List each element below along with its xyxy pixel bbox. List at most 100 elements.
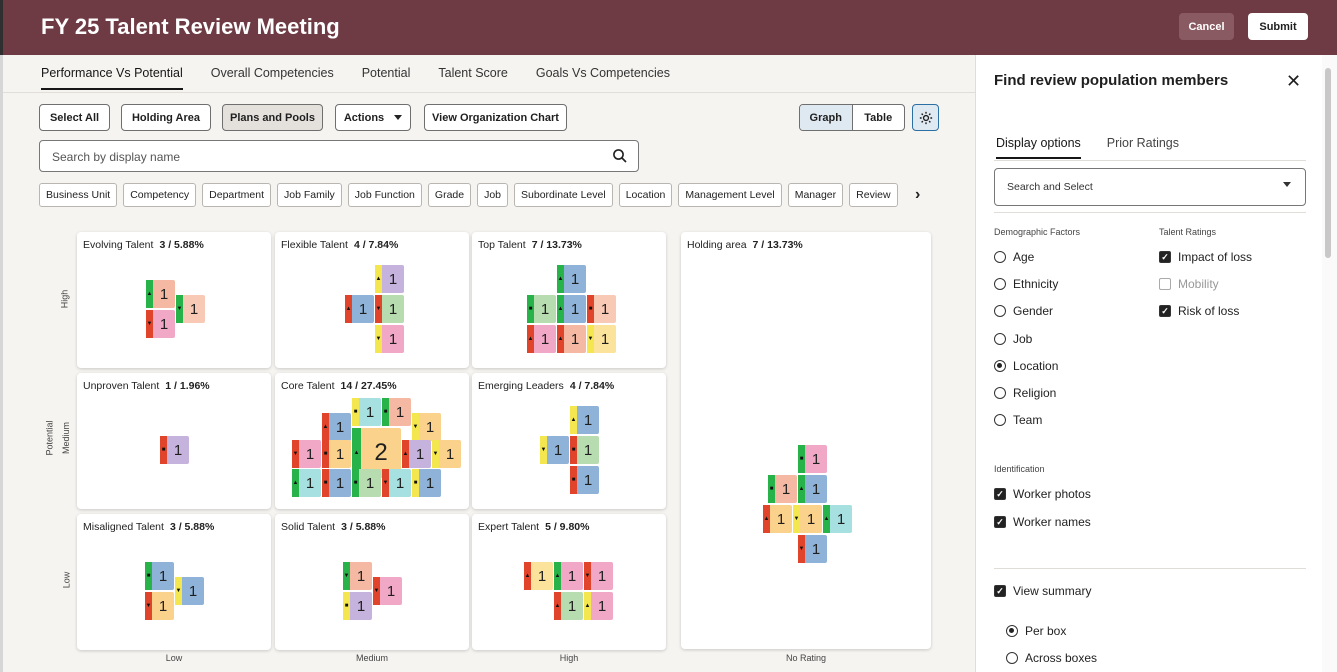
employee-tile[interactable]: ▲ 1 <box>557 325 586 353</box>
employee-tile[interactable]: ■ 1 <box>160 436 189 464</box>
tab-performance-vs-potential[interactable]: Performance Vs Potential <box>41 66 183 90</box>
identification-checkbox[interactable]: ✓ Worker names <box>994 515 1091 529</box>
identification-checkbox[interactable]: ✓ Worker photos <box>994 487 1091 501</box>
chevron-right-icon[interactable]: › <box>915 186 921 203</box>
employee-tile[interactable]: ▼ 1 <box>343 562 372 590</box>
employee-tile[interactable]: ■ 1 <box>352 398 381 426</box>
filter-chip[interactable]: Subordinate Level <box>514 183 613 207</box>
employee-tile[interactable]: ▼ 1 <box>146 310 175 338</box>
box-core-talent[interactable]: Core Talent 14 / 27.45% ■ 1 ■ 1 ▲ 1 ▼ 1 ▼ 1 ■ 1 ▲ 2 ▲ 1 ▼… <box>275 373 469 509</box>
employee-tile[interactable]: ▼ 1 <box>584 562 613 590</box>
box-top-talent[interactable]: Top Talent 7 / 13.73% ▲ 1 ■ 1 ▲ 1 ■ 1 ▲ 1 ▲ 1 ▼ 1 <box>472 232 666 368</box>
employee-tile[interactable]: ▲ 1 <box>524 562 553 590</box>
employee-tile[interactable]: ■ 1 <box>382 398 411 426</box>
tab-potential[interactable]: Potential <box>361 66 411 80</box>
tab-display-options[interactable]: Display options <box>996 136 1081 159</box>
demographic-radio-team[interactable]: Team <box>994 413 1042 427</box>
cancel-button[interactable]: Cancel <box>1179 13 1234 40</box>
employee-tile[interactable]: ▲ 1 <box>322 413 351 441</box>
employee-tile[interactable]: ▲ 1 <box>345 295 374 323</box>
employee-tile[interactable]: ▲ 1 <box>557 295 586 323</box>
close-icon[interactable]: ✕ <box>1286 71 1302 91</box>
filter-chip[interactable]: Management Level <box>678 183 782 207</box>
panel-scrollbar[interactable] <box>1325 68 1331 258</box>
filter-chip[interactable]: Department <box>202 183 272 207</box>
employee-tile[interactable]: ■ 1 <box>768 475 797 503</box>
holding-area-button[interactable]: Holding Area <box>121 104 211 131</box>
demographic-radio-age[interactable]: Age <box>994 250 1034 264</box>
employee-tile[interactable]: ▼ 1 <box>793 505 822 533</box>
filter-chip[interactable]: Competency <box>123 183 197 207</box>
box-evolving-talent[interactable]: Evolving Talent 3 / 5.88% ▲ 1 ▼ 1 ▼ 1 <box>77 232 271 368</box>
tab-prior-ratings[interactable]: Prior Ratings <box>1106 136 1180 150</box>
box-expert-talent[interactable]: Expert Talent 5 / 9.80% ▲ 1 ▲ 1 ▼ 1 ▲ 1 ▲ 1 <box>472 514 666 650</box>
actions-menu-button[interactable]: Actions <box>335 104 411 131</box>
employee-tile[interactable]: ■ 1 <box>587 295 616 323</box>
employee-tile[interactable]: ▼ 1 <box>292 440 321 468</box>
employee-tile[interactable]: ▼ 1 <box>412 413 441 441</box>
box-holding-area[interactable]: Holding area 7 / 13.73% ■ 1 ■ 1 ▲ 1 ▲ 1 ▼ 1 ▲ 1 ▼ 1 <box>681 232 931 649</box>
plans-and-pools-button[interactable]: Plans and Pools <box>222 104 323 131</box>
employee-tile[interactable]: ▼ 1 <box>382 469 411 497</box>
employee-tile[interactable]: ▲ 1 <box>146 280 175 308</box>
select-all-button[interactable]: Select All <box>39 104 110 131</box>
employee-tile[interactable]: ■ 1 <box>570 466 599 494</box>
employee-tile[interactable]: ▲ 1 <box>557 265 586 293</box>
tab-talent-score[interactable]: Talent Score <box>438 66 508 80</box>
submit-button[interactable]: Submit <box>1248 13 1308 40</box>
employee-tile[interactable]: ■ 1 <box>527 295 556 323</box>
summary-mode-radio[interactable]: Per box <box>1006 624 1066 638</box>
box-misaligned-talent[interactable]: Misaligned Talent 3 / 5.88% ■ 1 ▼ 1 ▼ 1 <box>77 514 271 650</box>
employee-tile[interactable]: ▲ 1 <box>554 592 583 620</box>
search-icon[interactable] <box>612 148 628 164</box>
box-emerging-leaders[interactable]: Emerging Leaders 4 / 7.84% ▲ 1 ▼ 1 ■ 1 ■ 1 <box>472 373 666 509</box>
employee-tile[interactable]: ▼ 1 <box>540 436 569 464</box>
employee-tile[interactable]: ■ 1 <box>322 469 351 497</box>
filter-chip[interactable]: Business Unit <box>39 183 118 207</box>
employee-tile[interactable]: ▼ 1 <box>145 592 174 620</box>
filter-chip[interactable]: Job <box>477 183 509 207</box>
table-view-button[interactable]: Table <box>864 111 893 124</box>
employee-tile[interactable]: ▼ 1 <box>587 325 616 353</box>
employee-tile[interactable]: ▲ 1 <box>402 440 431 468</box>
box-flexible-talent[interactable]: Flexible Talent 4 / 7.84% ▲ 1 ▲ 1 ▼ 1 ▼ 1 <box>275 232 469 368</box>
demographic-radio-ethnicity[interactable]: Ethnicity <box>994 277 1058 291</box>
employee-tile[interactable]: ■ 1 <box>798 445 827 473</box>
employee-tile[interactable]: ▲ 1 <box>584 592 613 620</box>
filter-chip[interactable]: Location <box>618 183 673 207</box>
search-box[interactable]: Search by display name <box>39 140 639 172</box>
demographic-radio-location[interactable]: Location <box>994 359 1058 373</box>
employee-tile[interactable]: ■ 1 <box>343 592 372 620</box>
employee-tile[interactable]: ▲ 1 <box>292 469 321 497</box>
employee-tile[interactable]: ▼ 1 <box>176 295 205 323</box>
search-input[interactable]: Search by display name <box>52 150 181 164</box>
employee-tile[interactable]: ■ 1 <box>145 562 174 590</box>
box-unproven-talent[interactable]: Unproven Talent 1 / 1.96% ■ 1 <box>77 373 271 509</box>
demographic-radio-gender[interactable]: Gender <box>994 304 1053 318</box>
employee-tile[interactable]: ▲ 1 <box>570 406 599 434</box>
employee-tile[interactable]: ▲ 1 <box>554 562 583 590</box>
filter-chip[interactable]: Job Function <box>347 183 422 207</box>
filter-chip[interactable]: Review <box>849 183 898 207</box>
employee-tile[interactable]: ▼ 1 <box>798 535 827 563</box>
demographic-radio-job[interactable]: Job <box>994 332 1032 346</box>
employee-tile[interactable]: ■ 1 <box>352 469 381 497</box>
employee-tile[interactable]: ▼ 1 <box>375 325 404 353</box>
employee-tile[interactable]: ▼ 1 <box>373 577 402 605</box>
employee-tile[interactable]: ■ 1 <box>322 440 351 468</box>
search-and-select-dropdown[interactable]: Search and Select <box>994 168 1306 206</box>
settings-button[interactable] <box>912 104 939 131</box>
summary-mode-radio[interactable]: Across boxes <box>1006 651 1097 665</box>
employee-tile[interactable]: ▲ 1 <box>375 265 404 293</box>
talent-rating-checkbox[interactable]: ✓ Impact of loss <box>1159 250 1252 264</box>
filter-chip[interactable]: Job Family <box>277 183 342 207</box>
talent-rating-checkbox[interactable]: Mobility <box>1159 277 1219 291</box>
demographic-radio-religion[interactable]: Religion <box>994 386 1056 400</box>
employee-tile[interactable]: ■ 1 <box>570 436 599 464</box>
talent-rating-checkbox[interactable]: ✓ Risk of loss <box>1159 304 1239 318</box>
view-organization-chart-button[interactable]: View Organization Chart <box>424 104 567 131</box>
filter-chip[interactable]: Manager <box>787 183 844 207</box>
employee-tile[interactable]: ■ 1 <box>412 469 441 497</box>
tab-overall-competencies[interactable]: Overall Competencies <box>210 66 334 80</box>
employee-tile[interactable]: ▲ 1 <box>763 505 792 533</box>
